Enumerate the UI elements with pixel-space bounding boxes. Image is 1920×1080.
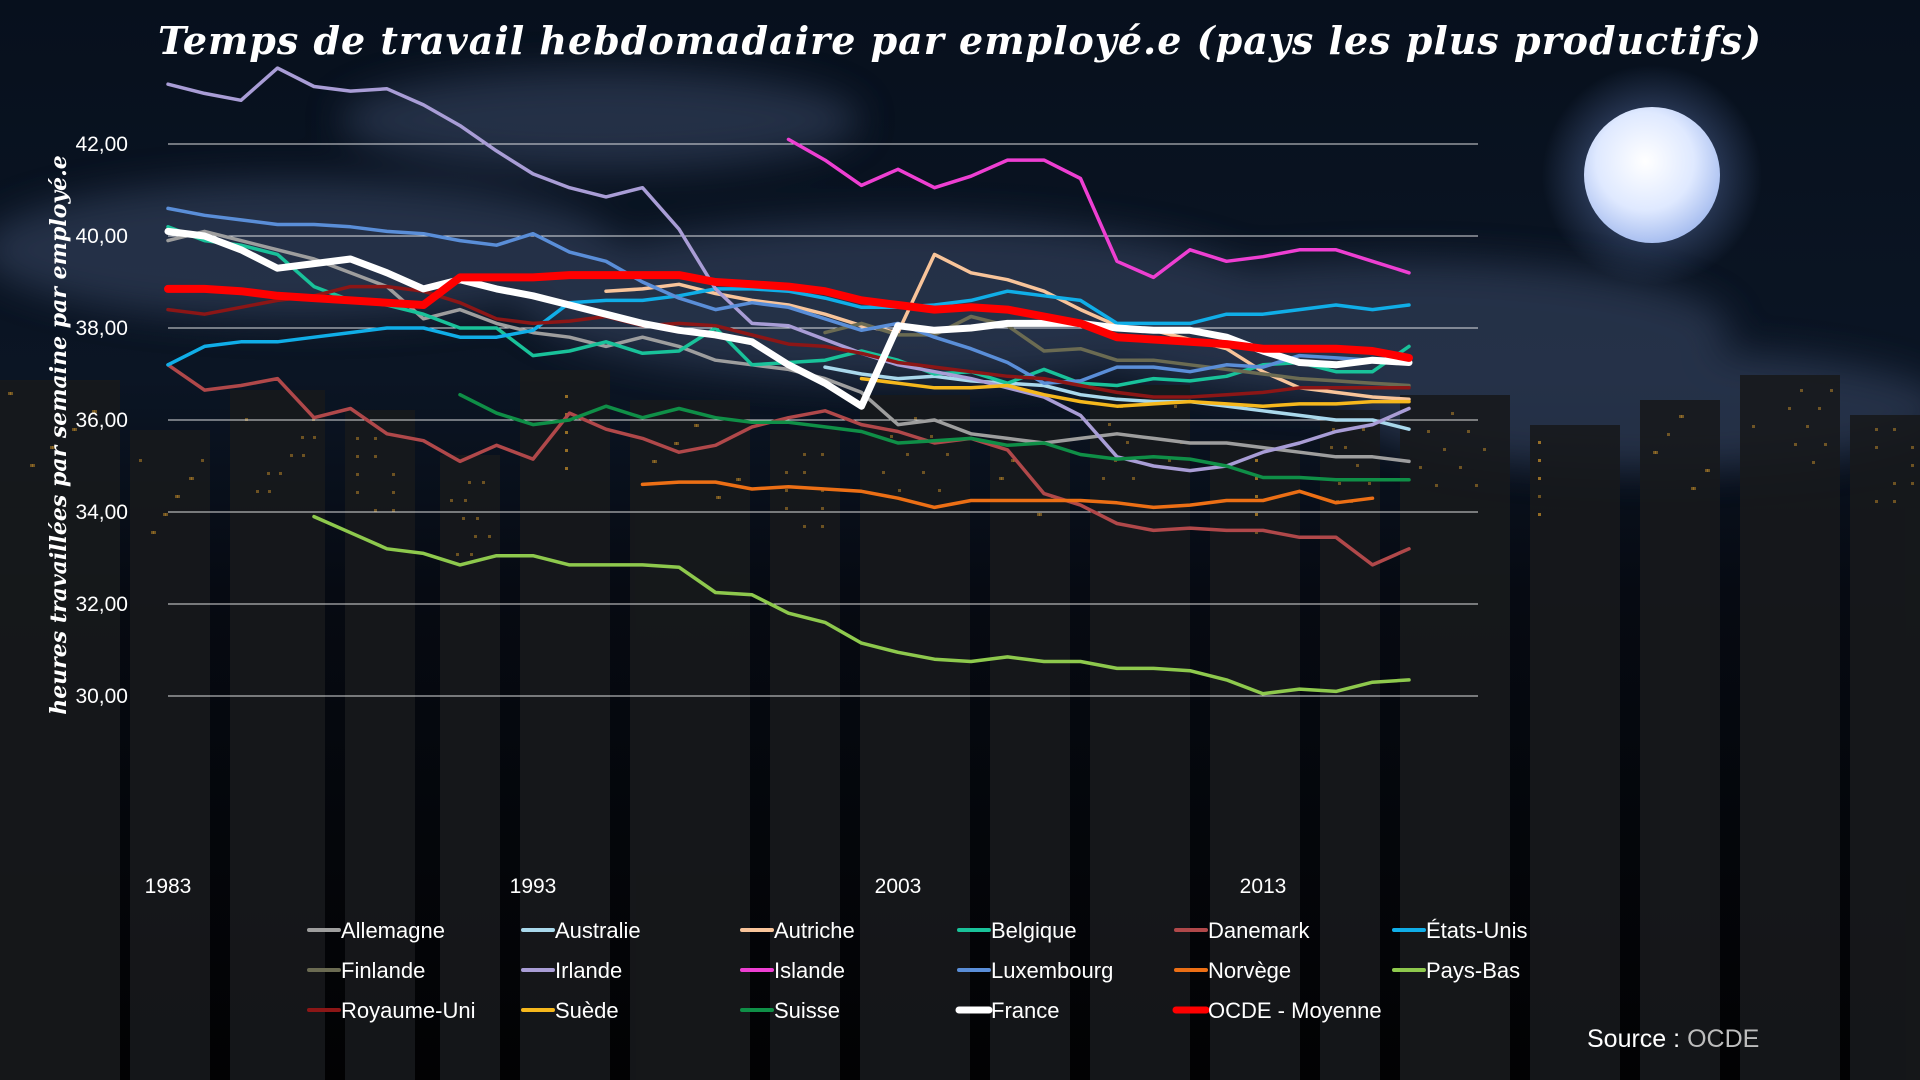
y-tick-label: 40,00 (75, 225, 128, 248)
y-tick-label: 32,00 (75, 593, 128, 616)
series-line-islande (786, 137, 1411, 280)
legend-label: Irlande (555, 958, 622, 983)
source-label: Source : (1587, 1025, 1681, 1053)
y-axis-label: heures travaillées par semaine par emplo… (46, 155, 72, 715)
x-tick-label: 1983 (145, 875, 192, 898)
legend-item-australie: Australie (521, 918, 641, 943)
moon (1584, 107, 1720, 243)
legend-item-danemark: Danemark (1174, 918, 1310, 943)
series-line-norvege (640, 480, 1375, 510)
legend-label: Luxembourg (991, 958, 1113, 983)
y-tick-label: 34,00 (75, 501, 128, 524)
legend-item-royaume-uni: Royaume-Uni (307, 998, 476, 1023)
legend-label: États-Unis (1426, 918, 1527, 943)
legend-item-finlande: Finlande (307, 958, 425, 983)
legend-label: France (991, 998, 1059, 1023)
legend-label: Norvège (1208, 958, 1291, 983)
y-tick-label: 42,00 (75, 133, 128, 156)
series-line-australie (823, 365, 1411, 431)
legend-item-suede: Suède (521, 998, 619, 1023)
plot-area (164, 66, 1413, 696)
legend-label: Autriche (774, 918, 855, 943)
legend-item-luxembourg: Luxembourg (957, 958, 1113, 983)
legend-label: Finlande (341, 958, 425, 983)
series-line-pays-bas (312, 514, 1411, 696)
series-line-suisse (458, 392, 1411, 482)
legend-item-irlande: Irlande (521, 958, 622, 983)
legend: Allemagne Australie Autriche Belgique Danema… (307, 918, 1527, 1023)
legend-item-allemagne: Allemagne (307, 918, 445, 943)
chart-title: Temps de travail hebdomadaire par employ… (157, 18, 1763, 63)
legend-item-pays-bas: Pays-Bas (1392, 958, 1520, 983)
legend-item-ocde-moyenne: OCDE - Moyenne (1172, 998, 1382, 1023)
legend-item-france: France (955, 998, 1059, 1023)
y-tick-label: 36,00 (75, 409, 128, 432)
x-tick-label: 2013 (1240, 875, 1287, 898)
legend-item-islande: Islande (740, 958, 845, 983)
x-tick-label: 1993 (510, 875, 557, 898)
legend-item-belgique: Belgique (957, 918, 1077, 943)
series-line-suede (859, 376, 1411, 408)
legend-label: Australie (555, 918, 641, 943)
series-line-france (164, 227, 1413, 410)
source-note: Source : OCDE (1587, 1025, 1759, 1054)
series-line-ocde-moyenne (164, 271, 1413, 362)
legend-label: Danemark (1208, 918, 1310, 943)
legend-label: Islande (774, 958, 845, 983)
y-axis: 30,00 32,00 34,00 36,00 38,00 40,00 42,00 (75, 133, 128, 708)
x-tick-label: 2003 (875, 875, 922, 898)
series-line-allemagne (166, 229, 1411, 464)
x-axis: 1983 1993 2003 2013 (145, 875, 1287, 898)
legend-item-autriche: Autriche (740, 918, 855, 943)
legend-label: Suisse (774, 998, 840, 1023)
legend-label: OCDE - Moyenne (1208, 998, 1382, 1023)
series-line-finlande (823, 314, 1411, 388)
y-tick-label: 38,00 (75, 317, 128, 340)
legend-label: Allemagne (341, 918, 445, 943)
y-tick-label: 30,00 (75, 685, 128, 708)
legend-label: Royaume-Uni (341, 998, 476, 1023)
legend-label: Suède (555, 998, 619, 1023)
series-line-danemark (166, 363, 1411, 567)
series-line-luxembourg (166, 206, 1411, 385)
legend-label: Belgique (991, 918, 1077, 943)
legend-item-etats-unis: États-Unis (1392, 918, 1527, 943)
series-line-irlande (166, 66, 1411, 473)
series-line-etats-unis (166, 287, 1411, 367)
grid (168, 143, 1478, 697)
series-line-royaume-uni (166, 284, 1411, 399)
legend-item-norvege: Norvège (1174, 958, 1291, 983)
legend-item-suisse: Suisse (740, 998, 840, 1023)
source-value: OCDE (1687, 1025, 1760, 1053)
legend-label: Pays-Bas (1426, 958, 1520, 983)
